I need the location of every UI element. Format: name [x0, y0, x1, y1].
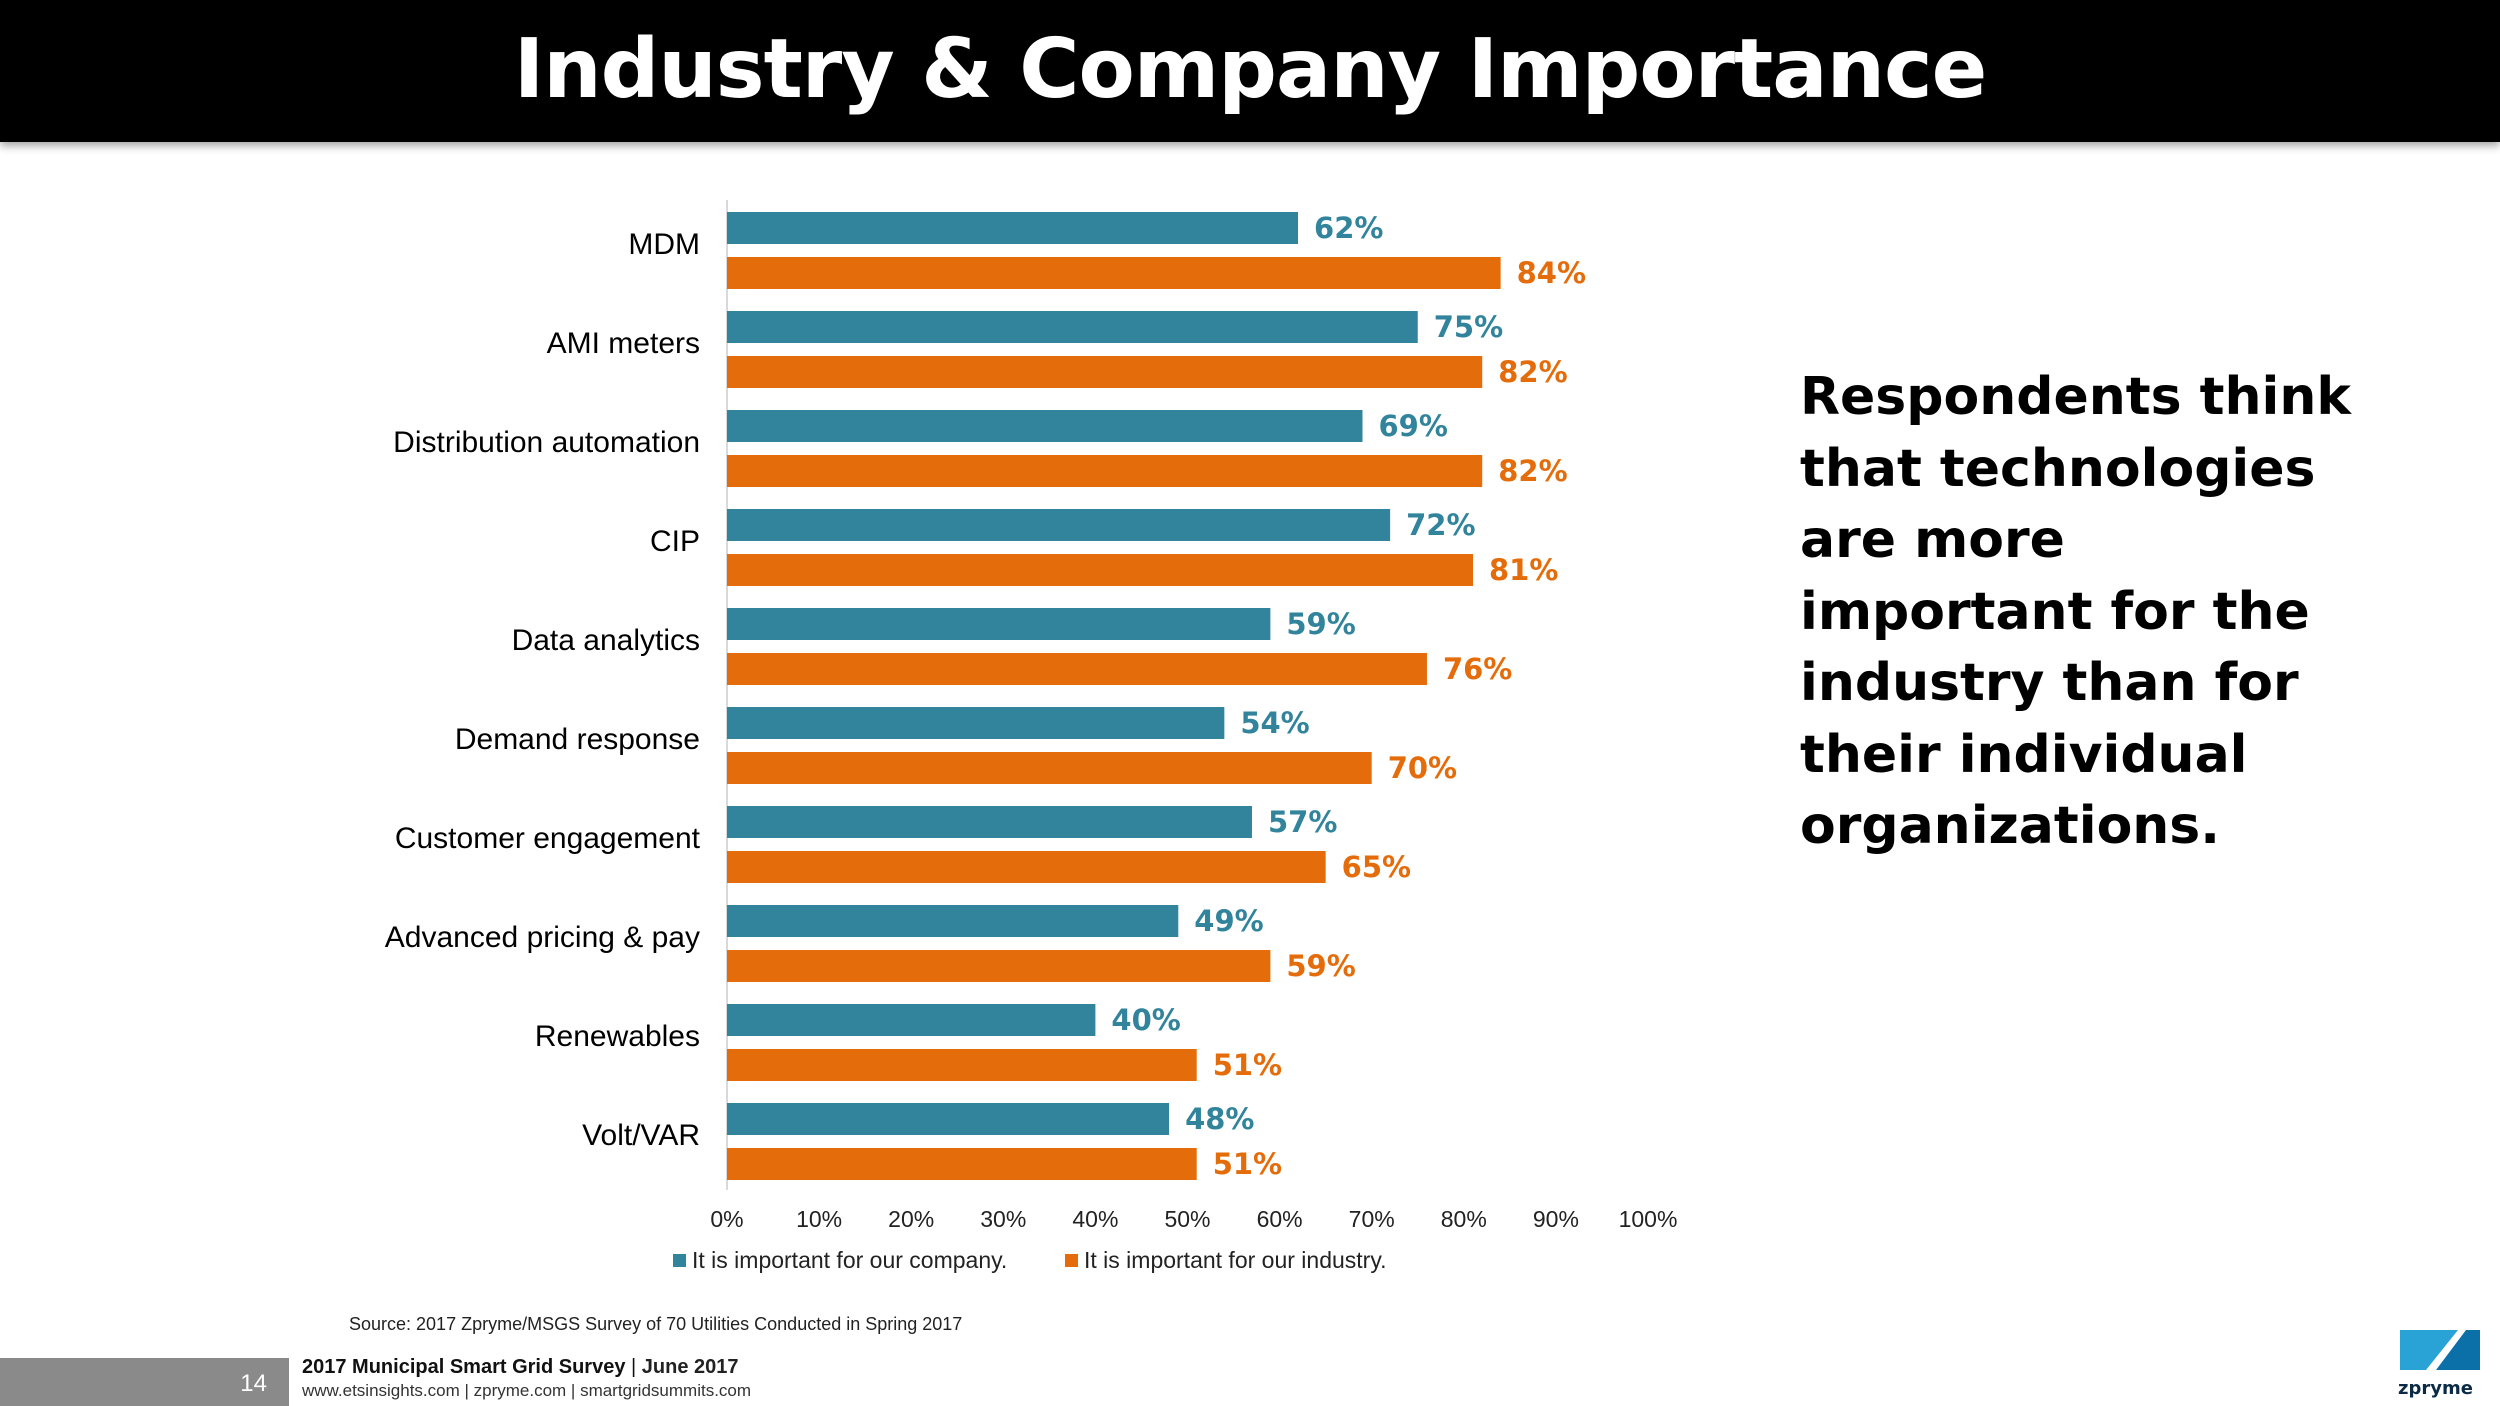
legend-swatch-company	[673, 1254, 686, 1267]
industry-bar	[727, 554, 1474, 586]
survey-title: 2017 Municipal Smart Grid Survey	[302, 1356, 626, 1378]
category-label: Demand response	[455, 723, 700, 756]
industry-data-label: 81%	[1489, 553, 1558, 587]
company-data-label: 54%	[1240, 706, 1309, 740]
industry-bar	[727, 1148, 1197, 1180]
company-data-label: 75%	[1434, 310, 1503, 344]
company-bar	[727, 410, 1363, 442]
x-tick-label: 90%	[1533, 1206, 1579, 1232]
zpryme-logo-icon	[2400, 1330, 2480, 1370]
footer-links: www.etsinsights.com | zpryme.com | smart…	[302, 1381, 752, 1400]
category-label: Renewables	[535, 1020, 700, 1053]
company-bar	[727, 608, 1271, 640]
x-tick-label: 40%	[1072, 1206, 1118, 1232]
industry-bar	[727, 950, 1271, 982]
bar-chart: MDM 62% 84% AMI meters 75% 82% Distribution au…	[385, 200, 1678, 1273]
callout-text: Respondents think that technologies are …	[1800, 367, 2351, 856]
category-label: CIP	[650, 525, 700, 558]
x-tick-label: 60%	[1257, 1206, 1303, 1232]
industry-data-label: 65%	[1342, 850, 1411, 884]
legend-label-company: It is important for our company.	[692, 1247, 1007, 1273]
logo-text: zpryme	[2398, 1378, 2473, 1399]
category-label: Distribution automation	[393, 426, 700, 459]
company-data-label: 62%	[1314, 211, 1383, 245]
x-tick-label: 30%	[980, 1206, 1026, 1232]
industry-bar	[727, 653, 1427, 685]
category-label: Data analytics	[512, 624, 700, 657]
category-label: MDM	[628, 228, 700, 261]
industry-bar	[727, 257, 1501, 289]
source-note: Source: 2017 Zpryme/MSGS Survey of 70 Ut…	[349, 1314, 963, 1334]
company-bar	[727, 707, 1225, 739]
company-data-label: 48%	[1185, 1102, 1254, 1136]
company-bar	[727, 1004, 1096, 1036]
x-tick-label: 10%	[796, 1206, 842, 1232]
footer-title: 2017 Municipal Smart Grid Survey | June …	[302, 1356, 739, 1379]
industry-bar	[727, 356, 1483, 388]
industry-data-label: 76%	[1443, 652, 1512, 686]
company-data-label: 49%	[1194, 904, 1263, 938]
company-data-label: 69%	[1378, 409, 1447, 443]
survey-date: June 2017	[641, 1356, 739, 1378]
industry-data-label: 82%	[1498, 355, 1567, 389]
x-tick-label: 50%	[1164, 1206, 1210, 1232]
legend-swatch-industry	[1065, 1254, 1078, 1267]
company-data-label: 59%	[1286, 607, 1355, 641]
company-data-label: 57%	[1268, 805, 1337, 839]
company-bar	[727, 509, 1391, 541]
industry-data-label: 59%	[1286, 949, 1355, 983]
industry-data-label: 84%	[1517, 256, 1586, 290]
company-bar	[727, 905, 1179, 937]
industry-bar	[727, 455, 1483, 487]
x-tick-label: 70%	[1349, 1206, 1395, 1232]
category-label: Volt/VAR	[582, 1119, 700, 1152]
industry-data-label: 82%	[1498, 454, 1567, 488]
x-tick-label: 0%	[710, 1206, 743, 1232]
title-bar: Industry & Company Importance	[0, 0, 2500, 142]
x-tick-label: 80%	[1441, 1206, 1487, 1232]
company-bar	[727, 311, 1418, 343]
category-label: Advanced pricing & pay	[385, 921, 700, 954]
company-data-label: 40%	[1111, 1003, 1180, 1037]
company-bar	[727, 1103, 1170, 1135]
x-tick-label: 100%	[1619, 1206, 1678, 1232]
industry-data-label: 70%	[1388, 751, 1457, 785]
company-bar	[727, 806, 1252, 838]
company-bar	[727, 212, 1299, 244]
page-number: 14	[240, 1370, 267, 1397]
industry-data-label: 51%	[1213, 1048, 1282, 1082]
page-number-box: 14	[0, 1358, 289, 1406]
industry-bar	[727, 752, 1372, 784]
industry-bar	[727, 1049, 1197, 1081]
industry-data-label: 51%	[1213, 1147, 1282, 1181]
category-label: Customer engagement	[395, 822, 701, 855]
industry-bar	[727, 851, 1326, 883]
legend-label-industry: It is important for our industry.	[1084, 1247, 1387, 1273]
company-data-label: 72%	[1406, 508, 1475, 542]
page-title: Industry & Company Importance	[513, 22, 1987, 117]
category-label: AMI meters	[547, 327, 700, 360]
footer-separator: |	[631, 1356, 637, 1378]
x-tick-label: 20%	[888, 1206, 934, 1232]
